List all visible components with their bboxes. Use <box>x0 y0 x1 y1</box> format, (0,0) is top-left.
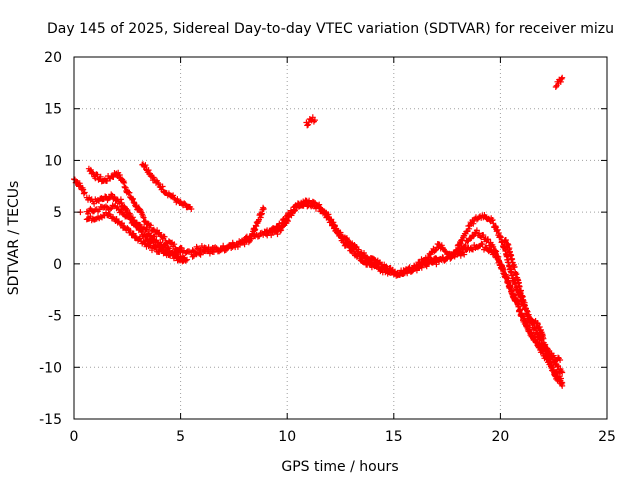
x-tick-label: 0 <box>70 429 79 445</box>
grid <box>74 57 607 419</box>
y-axis-title: SDTVAR / TECUs <box>6 181 22 296</box>
plot-frame <box>73 56 608 420</box>
y-tick-label: -10 <box>39 360 62 376</box>
series-track-j <box>337 229 384 273</box>
x-tick-label: 25 <box>598 429 616 445</box>
x-tick-label: 5 <box>176 429 185 445</box>
y-tick-label: -15 <box>39 412 62 428</box>
y-tick-label: 15 <box>44 102 62 118</box>
y-tick-label: 5 <box>53 205 62 221</box>
series-track-l <box>501 237 566 389</box>
data-points <box>71 74 566 389</box>
chart-title: Day 145 of 2025, Sidereal Day-to-day VTE… <box>47 21 614 37</box>
x-axis-title: GPS time / hours <box>281 459 398 475</box>
point-markers <box>83 209 184 258</box>
y-tick-label: 0 <box>53 257 62 273</box>
series-isolated-1 <box>303 114 318 129</box>
point-markers <box>139 161 195 212</box>
y-tick-label: 10 <box>44 153 62 169</box>
series-isolated-2 <box>552 74 566 90</box>
series-track-c <box>139 161 195 212</box>
y-tick-label: 20 <box>44 50 62 66</box>
point-markers <box>337 229 384 273</box>
x-tick-label: 20 <box>491 429 509 445</box>
point-markers <box>85 165 193 257</box>
point-markers <box>303 114 318 129</box>
x-tick-label: 10 <box>278 429 296 445</box>
y-tick-label: -5 <box>48 309 62 325</box>
series-track-f <box>83 209 184 258</box>
axis-ticks: 0 5 10 15 20 25 -15 -10 -5 0 5 10 15 20 <box>39 50 616 445</box>
series-track-b <box>85 165 193 257</box>
point-markers <box>552 74 566 90</box>
point-markers <box>501 237 566 389</box>
x-tick-label: 15 <box>385 429 403 445</box>
